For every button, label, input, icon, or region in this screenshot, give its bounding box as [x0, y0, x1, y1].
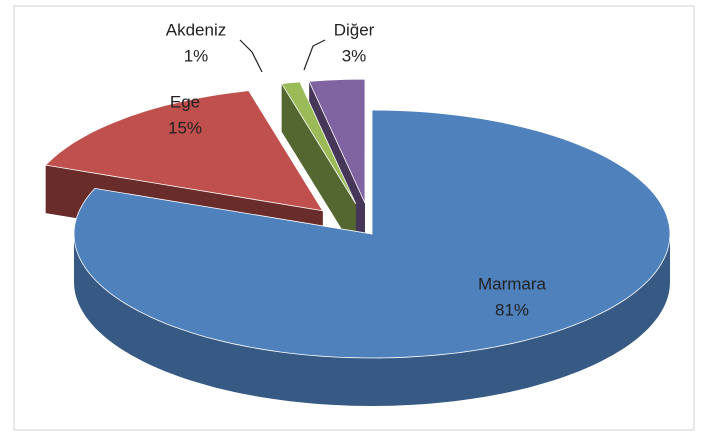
leader-line — [303, 39, 326, 71]
slice — [308, 78, 366, 204]
slice-label: Diğer — [334, 20, 375, 39]
slice — [44, 90, 324, 212]
slice-label: Ege — [170, 92, 200, 111]
slice — [280, 81, 357, 204]
slice-value-label: 15% — [168, 118, 202, 137]
labels: Marmara 81% Ege 15% Akdeniz 1% Diğer 3% — [166, 20, 547, 319]
slice-label: Akdeniz — [166, 20, 226, 39]
slice-side — [74, 234, 670, 406]
slice-value-label: 1% — [184, 46, 209, 65]
slice-value-label: 3% — [342, 46, 367, 65]
slice-value-label: 81% — [495, 300, 529, 319]
slice-label: Marmara — [478, 274, 547, 293]
leader-line — [239, 39, 263, 73]
pie — [44, 78, 671, 406]
slice — [73, 109, 671, 359]
